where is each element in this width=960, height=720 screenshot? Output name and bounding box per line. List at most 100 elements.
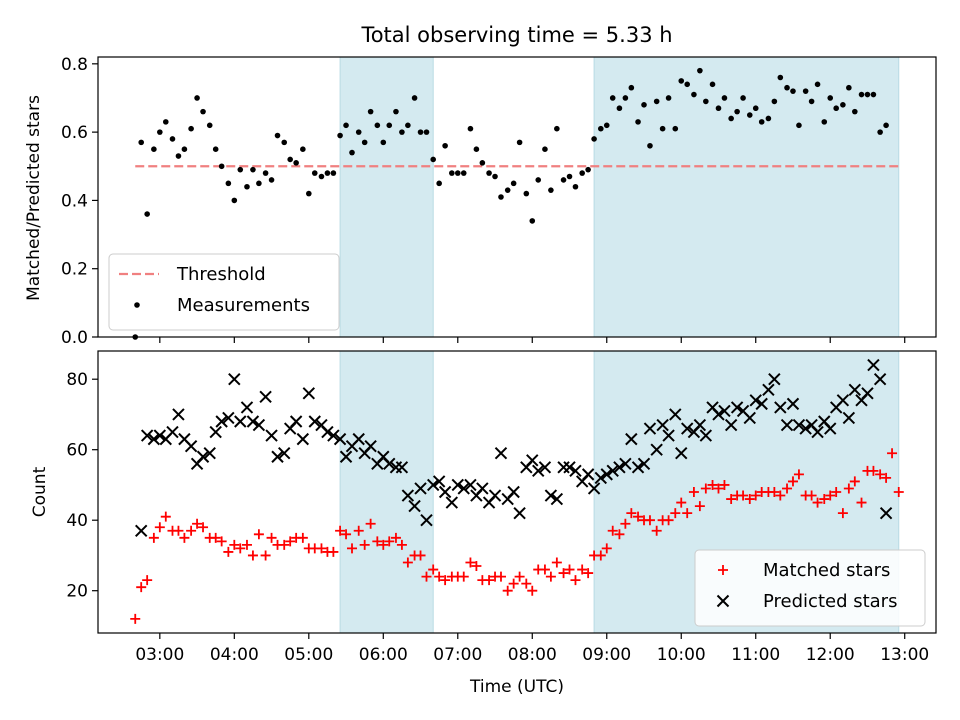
data-point — [551, 557, 562, 568]
data-point — [228, 372, 241, 386]
data-point — [622, 95, 629, 101]
data-point — [719, 479, 730, 490]
data-point — [510, 180, 517, 187]
data-point — [148, 532, 159, 543]
data-point — [848, 383, 862, 396]
legend: Threshold Measurements — [108, 253, 340, 331]
data-point — [548, 187, 554, 193]
data-point — [229, 539, 240, 550]
data-point — [181, 146, 188, 152]
data-point — [631, 461, 645, 474]
data-point — [879, 506, 893, 520]
data-point — [875, 469, 886, 480]
data-point — [700, 483, 711, 494]
data-point — [724, 418, 738, 432]
data-point — [432, 475, 446, 488]
data-point — [529, 218, 536, 224]
data-point — [328, 546, 339, 557]
data-point — [271, 450, 284, 463]
data-point — [244, 183, 250, 190]
data-point — [883, 122, 889, 129]
data-point — [421, 571, 432, 582]
plot-frame — [97, 350, 937, 634]
data-point — [769, 487, 780, 497]
data-point — [235, 543, 246, 554]
data-point — [399, 129, 405, 135]
data-point — [523, 190, 530, 197]
x-tick-label: 11:00 — [731, 645, 780, 665]
data-point — [285, 536, 296, 547]
count-panel: 20 40 60 80 03:00 04:00 05:00 06:00 07:00 08:00 09… — [66, 350, 937, 665]
data-point — [656, 418, 669, 432]
data-point — [539, 564, 550, 575]
data-point — [465, 557, 476, 568]
legend-box — [108, 253, 340, 331]
data-point — [765, 115, 772, 122]
data-point — [641, 102, 647, 108]
data-point — [802, 88, 809, 94]
data-point — [563, 461, 576, 474]
data-point — [173, 525, 184, 536]
data-point — [365, 518, 376, 529]
data-point — [867, 358, 880, 372]
data-point — [637, 457, 651, 471]
data-point — [216, 536, 227, 547]
data-point — [811, 425, 824, 439]
y-tick-label: 0.2 — [61, 260, 88, 280]
data-point — [614, 529, 625, 540]
data-point — [836, 394, 850, 407]
data-point — [337, 132, 343, 139]
data-point — [188, 125, 194, 132]
data-point — [777, 74, 784, 81]
data-point — [616, 105, 623, 112]
data-point — [526, 454, 539, 467]
data-point — [333, 432, 347, 446]
data-point — [849, 476, 860, 487]
data-point — [771, 98, 778, 105]
data-point — [825, 490, 836, 501]
x-tick-label: 04:00 — [210, 645, 259, 665]
data-point — [434, 571, 445, 582]
data-point — [420, 513, 433, 527]
data-point — [558, 568, 569, 579]
data-point — [289, 415, 303, 428]
data-point — [172, 408, 185, 421]
data-point — [457, 482, 470, 495]
data-point — [234, 415, 247, 428]
x-tick-label: 10:00 — [657, 645, 706, 665]
data-point — [831, 487, 842, 497]
legend: Matched stars Predicted stars — [694, 549, 926, 627]
data-point — [380, 139, 387, 146]
data-point — [581, 468, 595, 481]
data-point — [691, 91, 697, 98]
data-point — [440, 575, 451, 586]
data-point — [507, 485, 520, 499]
data-point — [157, 129, 163, 135]
data-point — [738, 490, 749, 501]
data-point — [699, 429, 713, 442]
data-point — [790, 88, 796, 94]
data-point — [893, 487, 904, 497]
data-point — [383, 457, 396, 471]
data-point — [600, 468, 613, 481]
data-point — [274, 132, 281, 139]
data-point — [607, 525, 618, 536]
data-point — [138, 139, 145, 146]
data-point — [752, 105, 759, 112]
data-point — [327, 429, 340, 442]
data-point — [454, 170, 461, 176]
x-tick-label: 05:00 — [284, 645, 333, 665]
data-point — [619, 457, 632, 471]
data-point — [728, 115, 734, 122]
data-point — [712, 408, 725, 421]
data-point — [570, 575, 581, 586]
data-point — [527, 585, 538, 596]
x-tick-label: 06:00 — [359, 645, 408, 665]
data-point — [200, 108, 206, 115]
data-point — [265, 429, 278, 442]
x-tick-label: 07:00 — [433, 645, 482, 665]
data-point — [442, 142, 448, 149]
ratio-panel: 0.0 0.2 0.4 0.6 0.8 Threshold Measurements — [61, 55, 937, 348]
data-point — [140, 429, 154, 442]
data-point — [297, 532, 308, 543]
